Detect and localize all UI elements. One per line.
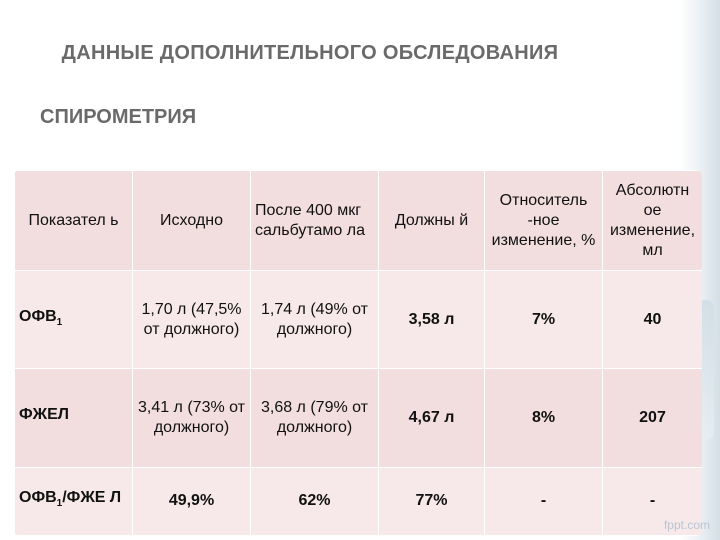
header-predicted: Должны й [378,170,485,271]
header-after-salbutamol: После 400 мкг сальбутамо ла [250,170,379,271]
header-absolute-change: Абсолютн ое изменение, мл [602,170,702,271]
slide-subtitle: СПИРОМЕТРИЯ [40,106,197,128]
row-label: ФЖЕЛ [14,368,133,468]
spirometry-table: Показател ь Исходно После 400 мкг сальбу… [14,170,702,536]
row-label: ОФВ1 [14,269,133,370]
header-indicator: Показател ь [14,170,133,271]
cell-relative: - [484,466,603,536]
cell-predicted: 4,67 л [378,368,485,468]
spirometry-table-container: Показател ь Исходно После 400 мкг сальбу… [14,170,702,536]
row-label: ОФВ1/ФЖЕ Л [14,466,133,536]
slide-title: ДАННЫЕ ДОПОЛНИТЕЛЬНОГО ОБСЛЕДОВАНИЯ [61,42,559,64]
cell-after: 3,68 л (79% от должного) [250,368,379,468]
table-header-row: Показател ь Исходно После 400 мкг сальбу… [14,170,702,271]
table-row: ОФВ1 1,70 л (47,5% от должного) 1,74 л (… [14,269,702,370]
header-relative-change: Относитель -ное изменение, % [484,170,603,271]
cell-absolute: - [602,466,702,536]
cell-relative: 8% [484,368,603,468]
cell-baseline: 3,41 л (73% от должного) [132,368,251,468]
cell-after: 1,74 л (49% от должного) [250,269,379,370]
table-row: ОФВ1/ФЖЕ Л 49,9% 62% 77% - - [14,466,702,536]
cell-absolute: 207 [602,368,702,468]
cell-predicted: 77% [378,466,485,536]
cell-predicted: 3,58 л [378,269,485,370]
cell-absolute: 40 [602,269,702,370]
cell-relative: 7% [484,269,603,370]
cell-baseline: 49,9% [132,466,251,536]
cell-after: 62% [250,466,379,536]
watermark: fppt.com [663,518,710,532]
table-row: ФЖЕЛ 3,41 л (73% от должного) 3,68 л (79… [14,368,702,468]
cell-baseline: 1,70 л (47,5% от должного) [132,269,251,370]
header-baseline: Исходно [132,170,251,271]
